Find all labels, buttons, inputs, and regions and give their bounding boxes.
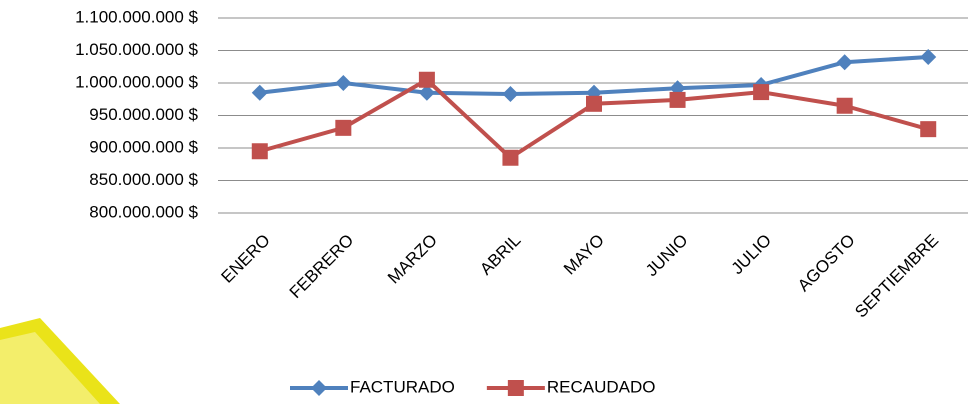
x-tick-label: AGOSTO [794,231,859,296]
point [335,119,352,136]
y-tick-label: 1.000.000.000 $ [75,72,198,91]
legend-label: FACTURADO [350,377,455,396]
point [502,149,519,166]
x-tick-label: MAYO [560,231,608,279]
legend-item: FACTURADO [290,377,455,396]
decoration [0,318,120,404]
x-tick-label: SEPTIEMBRE [851,231,942,322]
point [418,84,435,101]
legend-label: RECAUDADO [547,377,656,396]
x-tick-label: FEBRERO [286,231,358,303]
point [753,84,770,101]
point [251,84,268,101]
x-tick-label: JUNIO [642,231,691,280]
x-tick-label: JULIO [728,231,776,279]
point [836,97,853,114]
y-tick-label: 950.000.000 $ [89,105,198,124]
point [669,91,686,108]
point [836,54,853,71]
y-tick-label: 850.000.000 $ [89,170,198,189]
point [335,75,352,91]
point [502,86,519,103]
x-tick-label: ABRIL [476,231,524,279]
x-tick-label: MARZO [384,231,441,288]
x-tick-label: ENERO [218,231,274,287]
legend-marker [311,380,327,396]
y-tick-label: 1.050.000.000 $ [75,40,198,59]
point [251,143,268,160]
y-tick-label: 1.100.000.000 $ [75,7,198,26]
legend-marker [507,380,524,396]
point [418,71,435,88]
y-tick-label: 900.000.000 $ [89,137,198,156]
point [586,95,602,112]
y-tick-label: 800.000.000 $ [89,202,198,221]
legend-item: RECAUDADO [486,377,656,396]
point [920,49,937,65]
point [920,121,937,138]
